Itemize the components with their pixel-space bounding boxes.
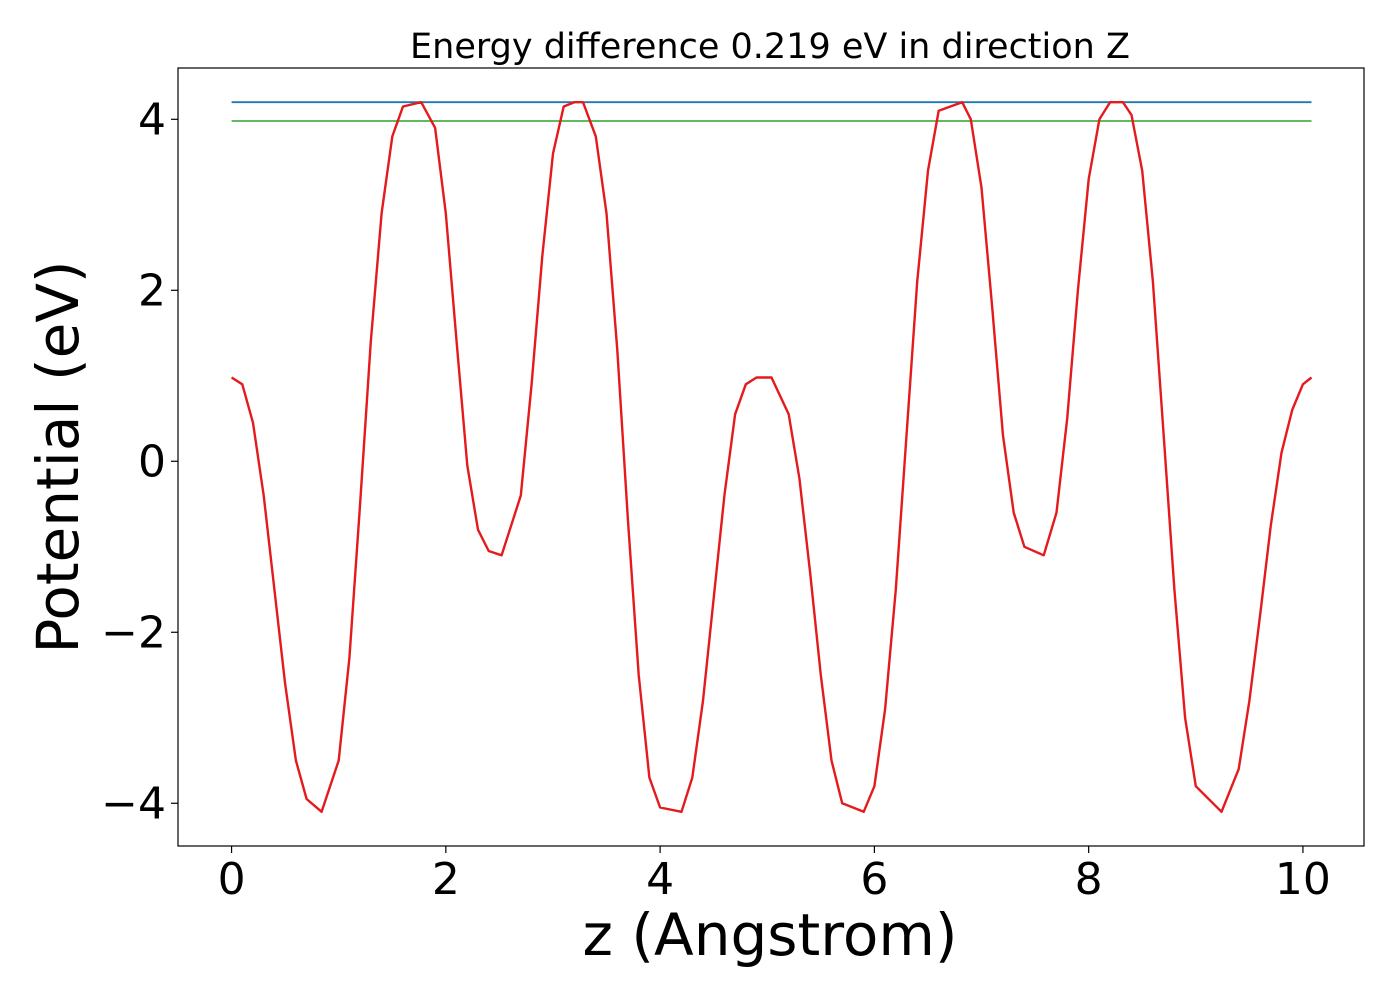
chart-title: Energy difference 0.219 eV in direction …	[410, 27, 1130, 67]
y-axis-label: Potential (eV)	[24, 260, 92, 653]
x-tick-label: 4	[646, 854, 674, 905]
y-tick-label: 2	[138, 265, 166, 316]
x-tick-label: 0	[218, 854, 246, 905]
y-tick-label: −2	[101, 607, 166, 658]
y-axis: −4 −2 0 2 4	[101, 94, 178, 829]
series-layer	[230, 100, 1313, 813]
x-tick-label: 6	[860, 854, 888, 905]
series-line-0	[230, 100, 1313, 813]
y-tick-label: 4	[138, 94, 166, 145]
y-tick-label: 0	[138, 436, 166, 487]
x-tick-label: 10	[1275, 854, 1331, 905]
y-tick-label: −4	[101, 778, 166, 829]
x-tick-label: 8	[1075, 854, 1103, 905]
x-axis-label: z (Angstrom)	[583, 901, 958, 969]
x-tick-label: 2	[432, 854, 460, 905]
x-axis: 0 2 4 6 8 10	[218, 846, 1331, 905]
plot-frame	[177, 67, 1365, 847]
